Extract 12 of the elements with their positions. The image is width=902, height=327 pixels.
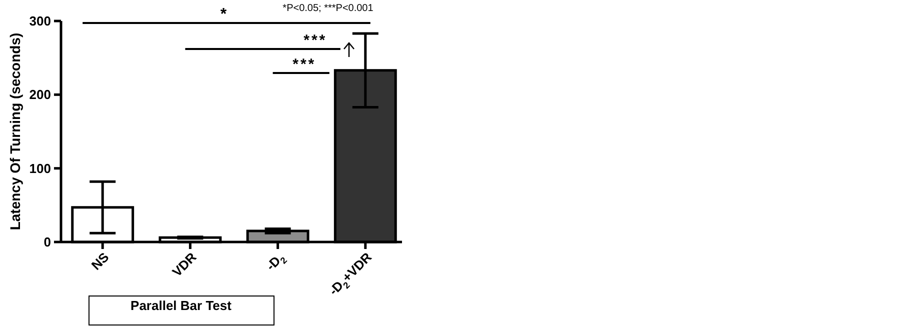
y-axis-title: Latency Of Turning (seconds) [7, 32, 23, 230]
annotation: * [220, 6, 228, 23]
y-tick-label: 200 [29, 87, 51, 102]
annotation: *** [304, 32, 328, 49]
y-tick-label: 300 [29, 14, 51, 29]
text: *P<0.05; ***P<0.001 [282, 3, 374, 14]
x-tick-label: NS [88, 249, 112, 273]
y-tick-label: 0 [44, 234, 51, 250]
y-tick-label: 100 [29, 160, 51, 176]
annotation: *** [292, 56, 316, 73]
text: Parallel Bar Test [130, 298, 232, 313]
x-tick-label: VDR [169, 249, 200, 280]
